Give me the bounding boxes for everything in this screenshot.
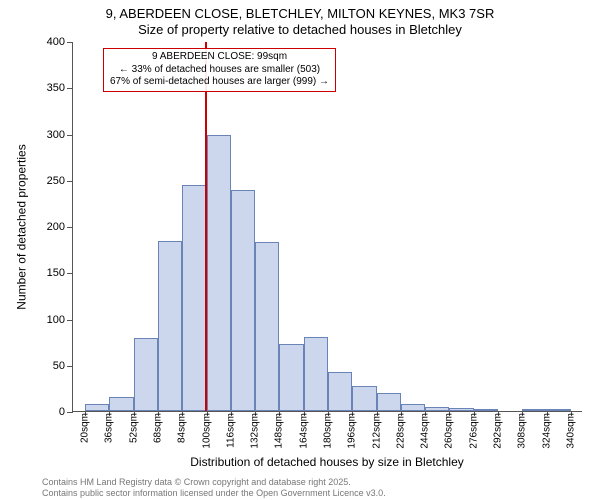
ytick-line	[67, 320, 73, 321]
histogram-bar	[158, 241, 182, 411]
xtick-label: 196sqm	[347, 413, 358, 449]
histogram-bar	[328, 372, 352, 411]
property-size-marker-line	[205, 42, 207, 411]
histogram-bar	[304, 337, 328, 411]
footer-attribution: Contains HM Land Registry data © Crown c…	[42, 477, 386, 498]
chart-container: 9, ABERDEEN CLOSE, BLETCHLEY, MILTON KEY…	[0, 0, 600, 500]
ytick-line	[67, 88, 73, 89]
histogram-bar	[207, 135, 231, 411]
histogram-bar	[547, 409, 571, 411]
histogram-bar	[425, 407, 449, 411]
chart-title-line2: Size of property relative to detached ho…	[0, 22, 600, 37]
ytick-line	[67, 42, 73, 43]
y-axis-label: Number of detached properties	[14, 42, 30, 412]
ytick-label: 0	[59, 406, 65, 418]
ytick-line	[67, 366, 73, 367]
annotation-box: 9 ABERDEEN CLOSE: 99sqm← 33% of detached…	[103, 48, 336, 92]
xtick-label: 132sqm	[250, 413, 261, 449]
ytick-label: 150	[47, 267, 65, 279]
ytick-label: 50	[53, 360, 65, 372]
plot-area: 05010015020025030035040020sqm36sqm52sqm6…	[72, 42, 582, 412]
histogram-bar	[255, 242, 279, 411]
xtick-label: 36sqm	[104, 413, 115, 443]
xtick-label: 148sqm	[274, 413, 285, 449]
histogram-bar	[352, 386, 376, 411]
histogram-bar	[85, 404, 109, 411]
xtick-label: 20sqm	[80, 413, 91, 443]
xtick-label: 180sqm	[323, 413, 334, 449]
ytick-line	[67, 412, 73, 413]
ytick-line	[67, 273, 73, 274]
xtick-label: 84sqm	[177, 413, 188, 443]
annotation-line2: ← 33% of detached houses are smaller (50…	[110, 64, 329, 77]
xtick-label: 68sqm	[153, 413, 164, 443]
footer-line2: Contains public sector information licen…	[42, 488, 386, 498]
histogram-bar	[182, 185, 206, 411]
xtick-label: 260sqm	[444, 413, 455, 449]
xtick-label: 276sqm	[468, 413, 479, 449]
xtick-label: 100sqm	[201, 413, 212, 449]
xtick-label: 308sqm	[517, 413, 528, 449]
footer-line1: Contains HM Land Registry data © Crown c…	[42, 477, 386, 487]
histogram-bar	[401, 404, 425, 411]
histogram-bar	[449, 408, 473, 411]
ytick-label: 200	[47, 221, 65, 233]
ytick-label: 250	[47, 175, 65, 187]
chart-title-line1: 9, ABERDEEN CLOSE, BLETCHLEY, MILTON KEY…	[0, 6, 600, 21]
ytick-line	[67, 227, 73, 228]
ytick-line	[67, 135, 73, 136]
histogram-bar	[522, 409, 546, 411]
y-axis-label-text: Number of detached properties	[15, 144, 29, 309]
ytick-label: 350	[47, 82, 65, 94]
xtick-label: 324sqm	[541, 413, 552, 449]
annotation-line3: 67% of semi-detached houses are larger (…	[110, 76, 329, 89]
annotation-line1: 9 ABERDEEN CLOSE: 99sqm	[110, 51, 329, 64]
x-axis-label: Distribution of detached houses by size …	[72, 455, 582, 469]
histogram-bar	[474, 409, 498, 411]
xtick-label: 292sqm	[493, 413, 504, 449]
ytick-label: 400	[47, 36, 65, 48]
xtick-label: 116sqm	[225, 413, 236, 448]
histogram-bar	[109, 397, 133, 411]
ytick-line	[67, 181, 73, 182]
xtick-label: 52sqm	[128, 413, 139, 443]
xtick-label: 244sqm	[420, 413, 431, 449]
ytick-label: 100	[47, 314, 65, 326]
xtick-label: 212sqm	[371, 413, 382, 449]
histogram-bar	[377, 393, 401, 412]
xtick-label: 164sqm	[298, 413, 309, 449]
histogram-bar	[279, 344, 303, 411]
xtick-label: 228sqm	[395, 413, 406, 449]
histogram-bar	[134, 338, 158, 411]
histogram-bar	[231, 190, 255, 411]
ytick-label: 300	[47, 129, 65, 141]
xtick-label: 340sqm	[565, 413, 576, 449]
